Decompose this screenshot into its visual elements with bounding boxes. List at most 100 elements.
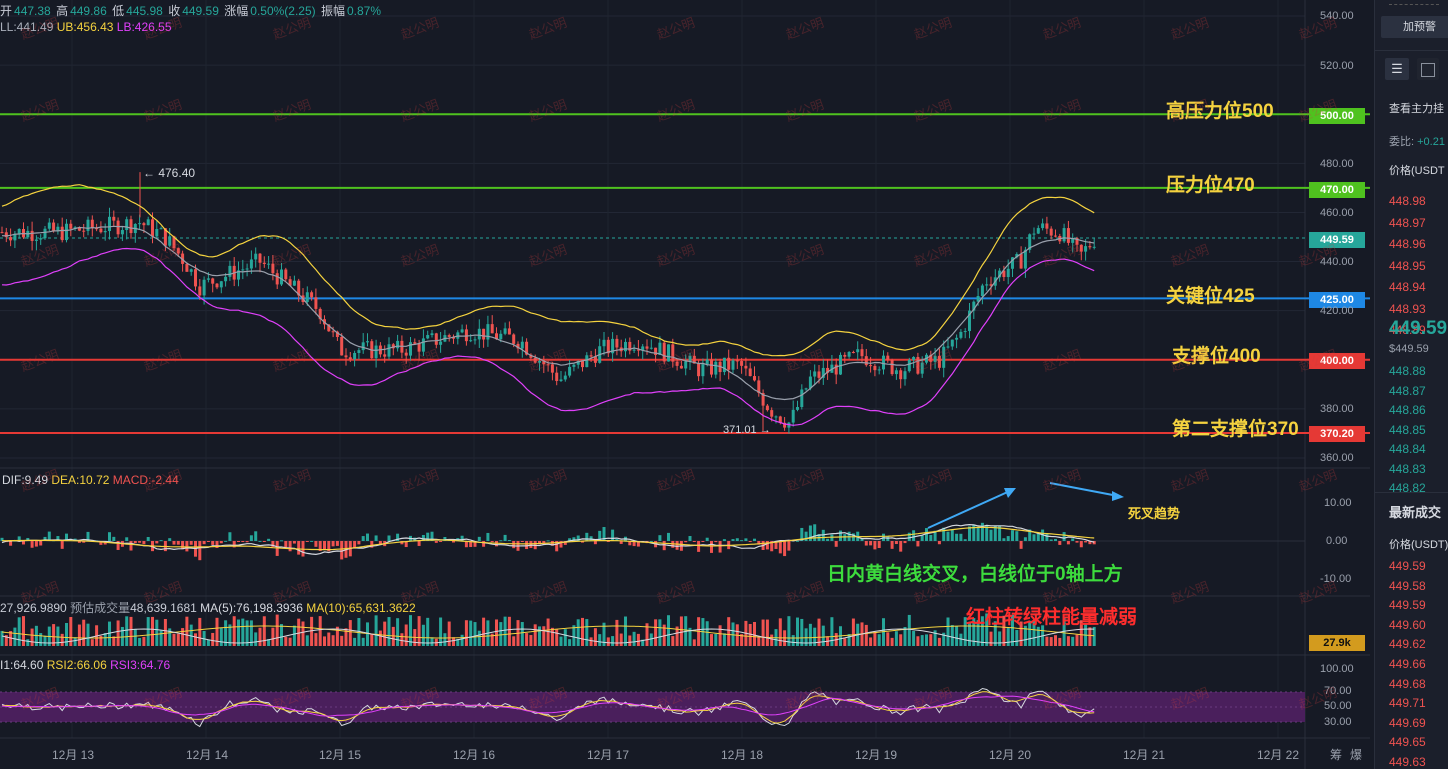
macd-histogram-bar xyxy=(886,536,890,541)
ask-price-row[interactable]: 448.95 xyxy=(1389,258,1426,273)
ask-price-row[interactable]: 448.94 xyxy=(1389,280,1426,294)
macd-histogram-bar xyxy=(963,539,967,541)
volume-bar xyxy=(391,626,395,646)
bid-price-row[interactable]: 448.84 xyxy=(1389,442,1426,456)
volume-bar xyxy=(211,632,215,646)
macd-histogram-bar xyxy=(619,541,623,544)
price-tick: 420.00 xyxy=(1320,305,1354,317)
ask-price-row[interactable]: 448.97 xyxy=(1389,215,1426,230)
volume-bar xyxy=(490,633,494,646)
candle-body xyxy=(684,361,688,369)
add-alert-button[interactable]: 加预警 xyxy=(1381,16,1448,38)
volume-bar xyxy=(641,639,645,646)
volume-bar xyxy=(800,618,804,646)
candle-body xyxy=(181,253,185,264)
volume-bar xyxy=(421,624,425,646)
volume-bar xyxy=(899,634,903,646)
volume-bar xyxy=(103,633,107,646)
volume-bar xyxy=(22,616,25,646)
candle-body xyxy=(1062,228,1066,242)
candle-body xyxy=(116,220,120,235)
candle-body xyxy=(1023,249,1027,269)
macd-tick: -10.00 xyxy=(1320,573,1352,585)
bid-price-row[interactable]: 448.85 xyxy=(1389,422,1426,437)
candle-body xyxy=(1036,228,1040,234)
macd-histogram-bar xyxy=(159,540,163,542)
candle-body xyxy=(783,422,787,428)
macd-histogram-bar xyxy=(370,541,374,548)
volume-bar xyxy=(426,617,430,646)
price-tick: 380.00 xyxy=(1320,403,1354,415)
volume-bar xyxy=(692,639,696,646)
macd-histogram-bar xyxy=(486,532,490,541)
macd-histogram-bar xyxy=(890,541,894,549)
macd-histogram-bar xyxy=(237,541,240,542)
bid-price-row[interactable]: 448.86 xyxy=(1389,403,1426,417)
bids-view-icon[interactable] xyxy=(1417,58,1439,80)
order-book-view-icon[interactable]: ☰ xyxy=(1385,58,1409,80)
macd-histogram-bar xyxy=(804,531,808,541)
ask-price-row[interactable]: 448.98 xyxy=(1389,194,1426,208)
ask-price-row[interactable]: 448.89 xyxy=(1389,323,1426,337)
volume-bar xyxy=(585,619,589,646)
candle-body xyxy=(890,359,894,375)
candle-body xyxy=(95,228,99,230)
x-axis-liquidation-button[interactable]: 爆 xyxy=(1350,748,1363,762)
volume-bar xyxy=(503,616,507,646)
volume-bar xyxy=(237,619,240,646)
candle-body xyxy=(946,346,950,348)
macd-histogram-bar xyxy=(206,541,210,542)
volume-bar xyxy=(804,628,808,646)
bid-price-row[interactable]: 448.87 xyxy=(1389,383,1426,398)
bid-price-row[interactable]: 448.83 xyxy=(1389,461,1426,476)
volume-bar xyxy=(727,617,731,646)
x-axis-chip-button[interactable]: 筹 xyxy=(1330,748,1343,762)
candle-body xyxy=(17,228,21,234)
volume-bar xyxy=(292,625,296,646)
view-main-orders[interactable]: 查看主力挂 xyxy=(1389,103,1444,115)
volume-bar xyxy=(443,633,447,646)
macd-histogram-bar xyxy=(378,541,382,544)
macd-histogram-bar xyxy=(787,541,791,551)
candle-body xyxy=(434,333,438,345)
candle-body xyxy=(77,227,81,231)
volume-bar xyxy=(662,624,666,646)
collapse-panel-handle[interactable]: ▶ xyxy=(1374,360,1375,396)
ask-price-row[interactable]: 448.96 xyxy=(1389,237,1426,251)
candle-body xyxy=(168,236,172,246)
macd-histogram-bar xyxy=(297,541,301,555)
macd-histogram-bar xyxy=(228,532,232,541)
rsi-tick: 30.00 xyxy=(1324,716,1352,728)
candle-body xyxy=(636,349,640,351)
candle-body xyxy=(245,268,249,270)
volume-bar xyxy=(404,624,408,646)
candle-body xyxy=(697,363,701,377)
volume-bar xyxy=(30,628,34,646)
level-tag-425: 425.00 xyxy=(1309,292,1365,308)
candle-body xyxy=(740,361,744,366)
macd-histogram-bar xyxy=(1036,532,1040,541)
volume-bar xyxy=(228,624,232,646)
macd-histogram-bar xyxy=(1019,541,1023,549)
candle-body xyxy=(813,371,817,377)
level-tag-400: 400.00 xyxy=(1309,353,1365,369)
bid-price-row[interactable]: 448.88 xyxy=(1389,364,1426,378)
candle-body xyxy=(163,228,167,246)
price-header: 价格(USDT xyxy=(1389,165,1445,177)
macd-histogram-bar xyxy=(1023,537,1027,541)
chart-area[interactable]: 开 447.38 高 449.86 低 445.98 收 449.59 涨幅 0.50%(… xyxy=(0,0,1370,769)
ask-price-row[interactable]: 448.93 xyxy=(1389,301,1426,316)
candle-body xyxy=(602,339,606,347)
volume-bar xyxy=(262,616,266,646)
macd-histogram-bar xyxy=(1071,538,1075,541)
candle-body xyxy=(770,410,774,417)
volume-bar xyxy=(1092,626,1096,646)
volume-bar xyxy=(563,629,567,646)
divider xyxy=(1375,50,1448,51)
candle-body xyxy=(679,365,683,369)
candle-body xyxy=(555,372,559,381)
candle-body xyxy=(568,366,572,376)
bid-price-row[interactable]: 448.82 xyxy=(1389,481,1426,495)
ohlc-header: 开 447.38 高 449.86 低 445.98 收 449.59 涨幅 0.50%(… xyxy=(0,4,382,18)
volume-bar xyxy=(297,618,301,646)
